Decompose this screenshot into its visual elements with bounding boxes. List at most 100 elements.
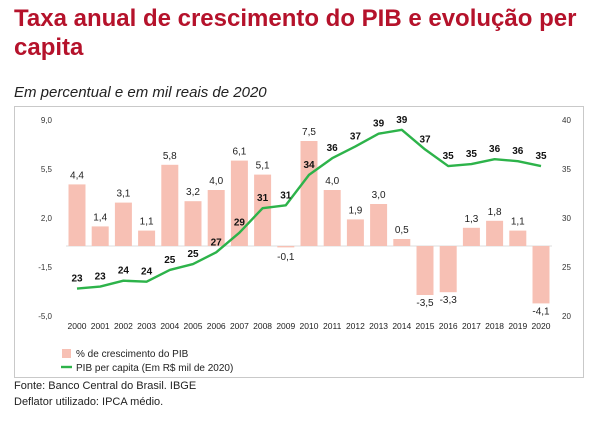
bar xyxy=(509,230,527,246)
line-data-label: 29 xyxy=(234,218,246,229)
y-right-tick-label: 30 xyxy=(562,214,571,223)
x-tick-label: 2015 xyxy=(416,321,435,331)
chart-frame xyxy=(14,106,584,378)
bar xyxy=(439,246,457,293)
bar-data-label: 3,0 xyxy=(372,190,386,201)
line-data-label: 31 xyxy=(257,193,269,204)
x-tick-label: 2020 xyxy=(532,321,551,331)
bar-data-label: 3,2 xyxy=(186,187,200,198)
bar-data-label: 1,3 xyxy=(464,214,478,225)
bar-data-label: 1,9 xyxy=(348,205,362,216)
line-data-label: 31 xyxy=(280,190,292,201)
y-right-tick-label: 40 xyxy=(562,116,571,125)
x-tick-label: 2016 xyxy=(439,321,458,331)
line-data-label: 39 xyxy=(396,115,408,126)
deflator-note: Deflator utilizado: IPCA médio. xyxy=(14,396,164,408)
bar xyxy=(486,220,504,246)
x-tick-label: 2013 xyxy=(369,321,388,331)
bar xyxy=(68,184,86,246)
x-tick-label: 2004 xyxy=(160,321,179,331)
y-right-tick-label: 20 xyxy=(562,312,571,321)
bar xyxy=(114,202,132,246)
x-tick-label: 2012 xyxy=(346,321,365,331)
bar-data-label: 1,4 xyxy=(93,212,107,223)
line-data-label: 35 xyxy=(535,151,547,162)
bar-data-label: -3,5 xyxy=(416,298,434,309)
x-tick-label: 2000 xyxy=(68,321,87,331)
bar-data-label: 4,0 xyxy=(325,176,339,187)
bar xyxy=(184,201,202,246)
legend-label-bar: % de crescimento do PIB xyxy=(76,349,189,360)
per-capita-line xyxy=(76,128,542,290)
bar xyxy=(138,230,156,246)
bar-data-label: 1,1 xyxy=(511,217,525,228)
line-data-label: 23 xyxy=(95,272,107,283)
y-left-tick-label: 5,5 xyxy=(41,165,53,174)
line-data-label: 24 xyxy=(118,266,130,277)
x-tick-label: 2017 xyxy=(462,321,481,331)
line-data-label: 27 xyxy=(211,237,223,248)
chart-subtitle: Em percentual e em mil reais de 2020 xyxy=(14,84,267,101)
bar-data-label: 1,1 xyxy=(140,217,154,228)
bar xyxy=(207,190,225,246)
x-tick-label: 2018 xyxy=(485,321,504,331)
bar xyxy=(462,227,480,246)
bar-data-label: 7,5 xyxy=(302,127,316,138)
line-data-label: 35 xyxy=(466,149,478,160)
x-tick-label: 2010 xyxy=(300,321,319,331)
legend-swatch-bar xyxy=(62,349,71,358)
line-data-label: 34 xyxy=(303,160,315,171)
legend-label-line: PIB per capita (Em R$ mil de 2020) xyxy=(76,363,233,374)
line-data-label: 25 xyxy=(187,249,199,260)
y-left-tick-label: -5,0 xyxy=(38,312,52,321)
x-tick-label: 2001 xyxy=(91,321,110,331)
line-data-label: 36 xyxy=(327,143,339,154)
line-data-label: 23 xyxy=(71,274,83,285)
bar-data-label: -4,1 xyxy=(532,306,550,317)
bar-data-label: 4,4 xyxy=(70,170,84,181)
y-right-tick-label: 35 xyxy=(562,165,571,174)
bar xyxy=(91,226,109,246)
x-tick-label: 2009 xyxy=(276,321,295,331)
bar xyxy=(300,141,318,246)
bar xyxy=(254,174,272,246)
bar xyxy=(532,246,550,304)
line-data-label: 36 xyxy=(512,146,524,157)
bar xyxy=(346,219,364,246)
bar-data-label: 1,8 xyxy=(488,207,502,218)
bar-data-label: 4,0 xyxy=(209,176,223,187)
y-right-tick-label: 25 xyxy=(562,263,571,272)
x-tick-label: 2014 xyxy=(392,321,411,331)
line-data-label: 35 xyxy=(443,151,455,162)
x-tick-label: 2002 xyxy=(114,321,133,331)
line-data-label: 37 xyxy=(419,134,431,145)
line-data-label: 36 xyxy=(489,144,501,155)
x-tick-label: 2006 xyxy=(207,321,226,331)
bar-data-label: -3,3 xyxy=(440,295,458,306)
chart-title: Taxa anual de crescimento do PIB e evolu… xyxy=(14,5,577,61)
bar-data-label: 3,1 xyxy=(116,189,130,200)
x-tick-label: 2019 xyxy=(508,321,527,331)
bar-data-label: 5,1 xyxy=(256,161,270,172)
line-data-label: 37 xyxy=(350,131,362,142)
x-tick-label: 2003 xyxy=(137,321,156,331)
bar xyxy=(370,204,388,246)
bar-data-label: 0,5 xyxy=(395,225,409,236)
y-left-tick-label: 2,0 xyxy=(41,214,53,223)
y-left-tick-label: -1,5 xyxy=(38,263,52,272)
line-data-label: 24 xyxy=(141,267,153,278)
bar-data-label: 5,8 xyxy=(163,151,177,162)
line-data-label: 25 xyxy=(164,255,176,266)
bar xyxy=(161,164,179,246)
x-tick-label: 2007 xyxy=(230,321,249,331)
bar xyxy=(393,239,411,246)
bar-data-label: 6,1 xyxy=(232,147,246,158)
bar xyxy=(230,160,248,246)
x-tick-label: 2005 xyxy=(184,321,203,331)
y-left-tick-label: 9,0 xyxy=(41,116,53,125)
line-data-label: 39 xyxy=(373,119,385,130)
bar xyxy=(416,246,434,295)
bar xyxy=(277,246,295,248)
source-note: Fonte: Banco Central do Brasil. IBGE xyxy=(14,380,197,392)
